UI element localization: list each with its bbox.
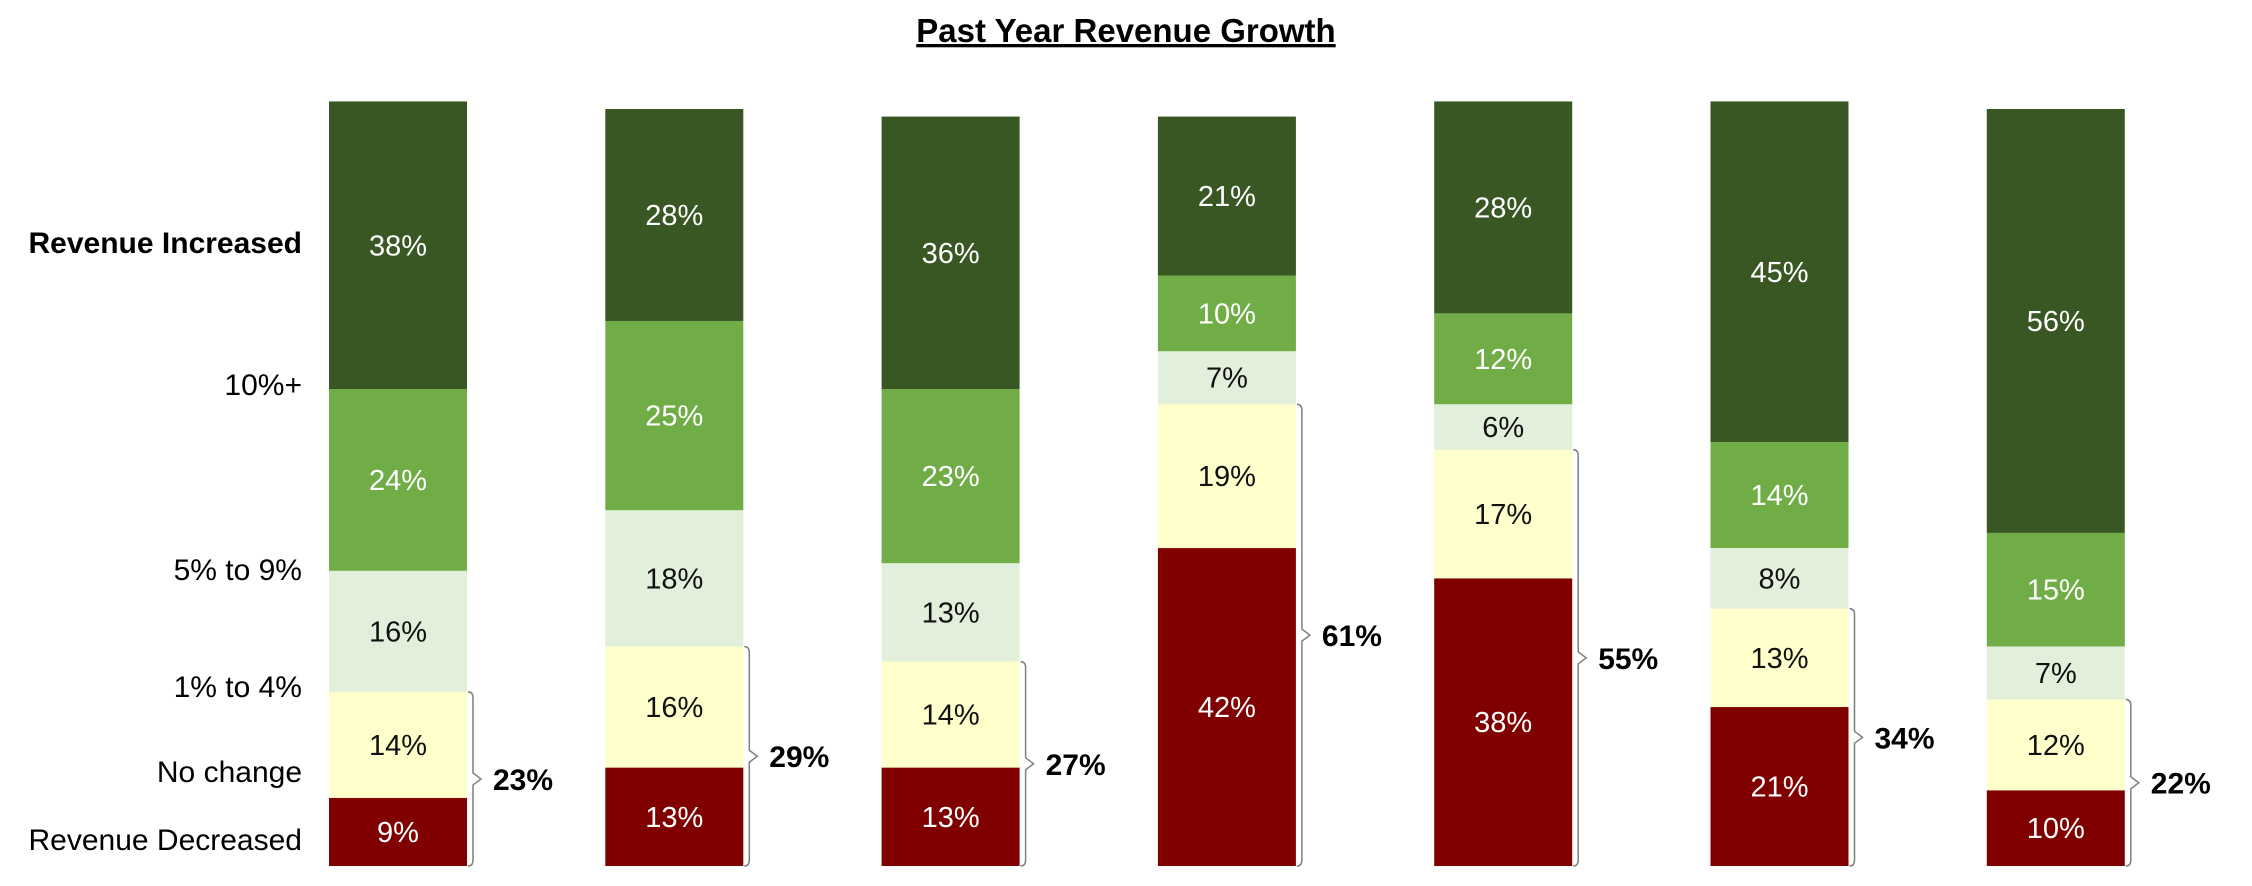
segment-value-label: 28% bbox=[1474, 192, 1532, 224]
chart-title: Past Year Revenue Growth bbox=[916, 12, 1335, 49]
bracket-total-label: 27% bbox=[1046, 749, 1106, 782]
bar-segment-revenue-decreased bbox=[1157, 548, 1296, 866]
bar-segment-one-to-four bbox=[1710, 548, 1849, 609]
segment-value-label: 16% bbox=[645, 692, 703, 724]
bar-segment-ten-plus bbox=[1434, 101, 1573, 314]
bar-segment-revenue-decreased bbox=[329, 797, 467, 866]
bar-segment-five-to-nine bbox=[1434, 313, 1573, 405]
segment-value-label: 10% bbox=[2027, 813, 2085, 845]
segment-value-label: 18% bbox=[645, 563, 703, 595]
bar-segment-no-change bbox=[1434, 449, 1573, 579]
bar-segment-no-change bbox=[1710, 608, 1849, 708]
segment-value-label: 15% bbox=[2027, 575, 2085, 607]
segment-value-label: 7% bbox=[2035, 658, 2077, 690]
bar-segment-ten-plus bbox=[605, 109, 744, 321]
segment-value-label: 6% bbox=[1482, 412, 1524, 444]
segment-value-label: 21% bbox=[1750, 772, 1808, 804]
segment-value-label: 38% bbox=[1474, 707, 1532, 739]
bracket-total-label: 34% bbox=[1875, 722, 1935, 755]
segment-value-label: 13% bbox=[645, 802, 703, 834]
bar-segment-ten-plus bbox=[881, 116, 1020, 390]
bar-segment-revenue-decreased bbox=[1710, 707, 1849, 866]
segment-value-label: 14% bbox=[922, 700, 980, 732]
segment-value-label: 7% bbox=[1206, 363, 1248, 395]
bar-segment-ten-plus bbox=[1986, 109, 2125, 533]
bar-segment-five-to-nine bbox=[605, 320, 744, 511]
bracket-total-label: 55% bbox=[1598, 643, 1658, 676]
bar-segment-one-to-four bbox=[1157, 351, 1296, 405]
bar-segment-revenue-decreased bbox=[1986, 790, 2125, 866]
row-label-5-to-9: 5% to 9% bbox=[174, 554, 302, 587]
bar-segment-no-change bbox=[605, 646, 744, 768]
bar-segment-five-to-nine bbox=[1986, 532, 2125, 647]
bar-segment-revenue-decreased bbox=[881, 767, 1020, 866]
bracket bbox=[1573, 448, 1588, 867]
bar-segment-one-to-four bbox=[1986, 646, 2125, 700]
bar-segment-ten-plus bbox=[329, 101, 467, 390]
bar-segment-revenue-decreased bbox=[605, 767, 744, 866]
bar-segment-no-change bbox=[1986, 699, 2125, 791]
bar-segment-ten-plus bbox=[1710, 101, 1849, 443]
segment-value-label: 12% bbox=[2027, 730, 2085, 762]
bracket-total-label: 22% bbox=[2151, 768, 2211, 801]
row-label-1-to-4: 1% to 4% bbox=[174, 671, 302, 704]
segment-value-label: 38% bbox=[369, 230, 427, 262]
segment-value-label: 36% bbox=[922, 238, 980, 270]
row-label-revenue-increased: Revenue Increased bbox=[29, 227, 302, 260]
bracket bbox=[744, 645, 759, 867]
bar-segment-one-to-four bbox=[1434, 404, 1573, 450]
bracket bbox=[1296, 403, 1312, 867]
bracket-total-label: 61% bbox=[1322, 620, 1382, 653]
segment-value-label: 12% bbox=[1474, 344, 1532, 376]
segment-value-label: 10% bbox=[1198, 298, 1256, 330]
row-label-revenue-decreased: Revenue Decreased bbox=[28, 824, 302, 857]
segment-value-label: 56% bbox=[2027, 306, 2085, 338]
bar-segment-one-to-four bbox=[605, 510, 744, 647]
bar-segment-one-to-four bbox=[881, 563, 1020, 662]
bracket bbox=[1849, 607, 1864, 867]
segment-value-label: 17% bbox=[1474, 499, 1532, 531]
segment-value-label: 13% bbox=[1750, 643, 1808, 675]
bar-segment-no-change bbox=[1157, 404, 1296, 549]
bar-segment-no-change bbox=[329, 691, 467, 798]
segment-value-label: 25% bbox=[645, 401, 703, 433]
row-label-10-plus: 10%+ bbox=[224, 369, 302, 402]
bar-segment-five-to-nine bbox=[1710, 442, 1849, 549]
segment-value-label: 9% bbox=[377, 817, 419, 849]
segment-value-label: 21% bbox=[1198, 181, 1256, 213]
segment-value-label: 28% bbox=[645, 200, 703, 232]
segment-value-label: 24% bbox=[369, 465, 427, 497]
segment-value-label: 8% bbox=[1759, 563, 1801, 595]
segment-value-label: 13% bbox=[922, 597, 980, 629]
bracket bbox=[467, 691, 483, 867]
bar-segment-five-to-nine bbox=[329, 389, 467, 571]
bar-segment-five-to-nine bbox=[881, 389, 1020, 564]
bracket bbox=[1020, 660, 1035, 867]
bar-segment-no-change bbox=[881, 661, 1020, 768]
bracket-total-label: 23% bbox=[493, 764, 553, 797]
segment-value-label: 45% bbox=[1750, 257, 1808, 289]
segment-value-label: 14% bbox=[1750, 480, 1808, 512]
segment-value-label: 16% bbox=[369, 616, 427, 648]
bar-segment-revenue-decreased bbox=[1434, 578, 1573, 866]
row-label-no-change: No change bbox=[157, 756, 302, 789]
chart-columns: 2019 Q2n=100177%9%14%16%24%38%23%2019 Q3… bbox=[329, 101, 2211, 867]
segment-value-label: 14% bbox=[369, 730, 427, 762]
bracket bbox=[2125, 698, 2141, 867]
bar-segment-five-to-nine bbox=[1157, 275, 1296, 352]
bar-segment-one-to-four bbox=[329, 570, 467, 692]
bar-segment-ten-plus bbox=[1157, 116, 1296, 276]
segment-value-label: 13% bbox=[922, 802, 980, 834]
bracket-total-label: 29% bbox=[769, 741, 829, 774]
segment-value-label: 19% bbox=[1198, 461, 1256, 493]
segment-value-label: 23% bbox=[922, 461, 980, 493]
segment-value-label: 42% bbox=[1198, 692, 1256, 724]
